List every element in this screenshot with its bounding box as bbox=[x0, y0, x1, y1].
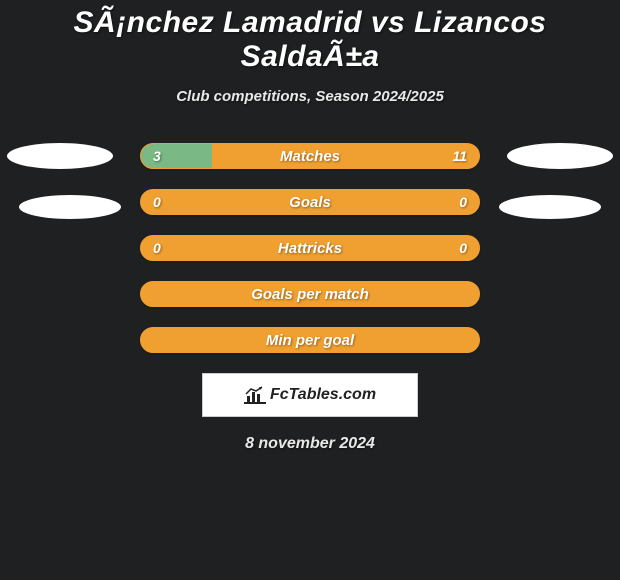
page-subtitle: Club competitions, Season 2024/2025 bbox=[0, 88, 620, 105]
stat-bar-track: 3Matches11 bbox=[140, 143, 480, 169]
stat-value-right: 0 bbox=[459, 240, 467, 256]
stat-label: Hattricks bbox=[141, 240, 479, 257]
player-badge-right-1 bbox=[507, 143, 613, 169]
stat-bar: 0Hattricks0 bbox=[140, 235, 480, 261]
stat-bar: Goals per match bbox=[140, 281, 480, 307]
stat-bar-track: Goals per match bbox=[140, 281, 480, 307]
stat-bar-track: 0Goals0 bbox=[140, 189, 480, 215]
page-title: SÃ¡nchez Lamadrid vs Lizancos SaldaÃ±a bbox=[0, 6, 620, 74]
stat-label: Goals bbox=[141, 194, 479, 211]
chart-icon bbox=[244, 386, 266, 404]
stat-value-right: 0 bbox=[459, 194, 467, 210]
player-badge-left-2 bbox=[19, 195, 121, 219]
player-badge-right-2 bbox=[499, 195, 601, 219]
stat-label: Min per goal bbox=[141, 332, 479, 349]
stat-label: Matches bbox=[141, 148, 479, 165]
stat-bar-track: 0Hattricks0 bbox=[140, 235, 480, 261]
stat-label: Goals per match bbox=[141, 286, 479, 303]
brand-box[interactable]: FcTables.com bbox=[202, 373, 418, 417]
comparison-card: SÃ¡nchez Lamadrid vs Lizancos SaldaÃ±a C… bbox=[0, 0, 620, 453]
brand-text: FcTables.com bbox=[270, 386, 376, 404]
stat-bar: 0Goals0 bbox=[140, 189, 480, 215]
footer-date: 8 november 2024 bbox=[0, 435, 620, 453]
brand-inner: FcTables.com bbox=[244, 386, 376, 404]
stat-bar: 3Matches11 bbox=[140, 143, 480, 169]
stat-bar: Min per goal bbox=[140, 327, 480, 353]
player-badge-left-1 bbox=[7, 143, 113, 169]
stats-area: 3Matches110Goals00Hattricks0Goals per ma… bbox=[0, 143, 620, 353]
stat-value-right: 11 bbox=[452, 148, 467, 164]
stat-bar-track: Min per goal bbox=[140, 327, 480, 353]
